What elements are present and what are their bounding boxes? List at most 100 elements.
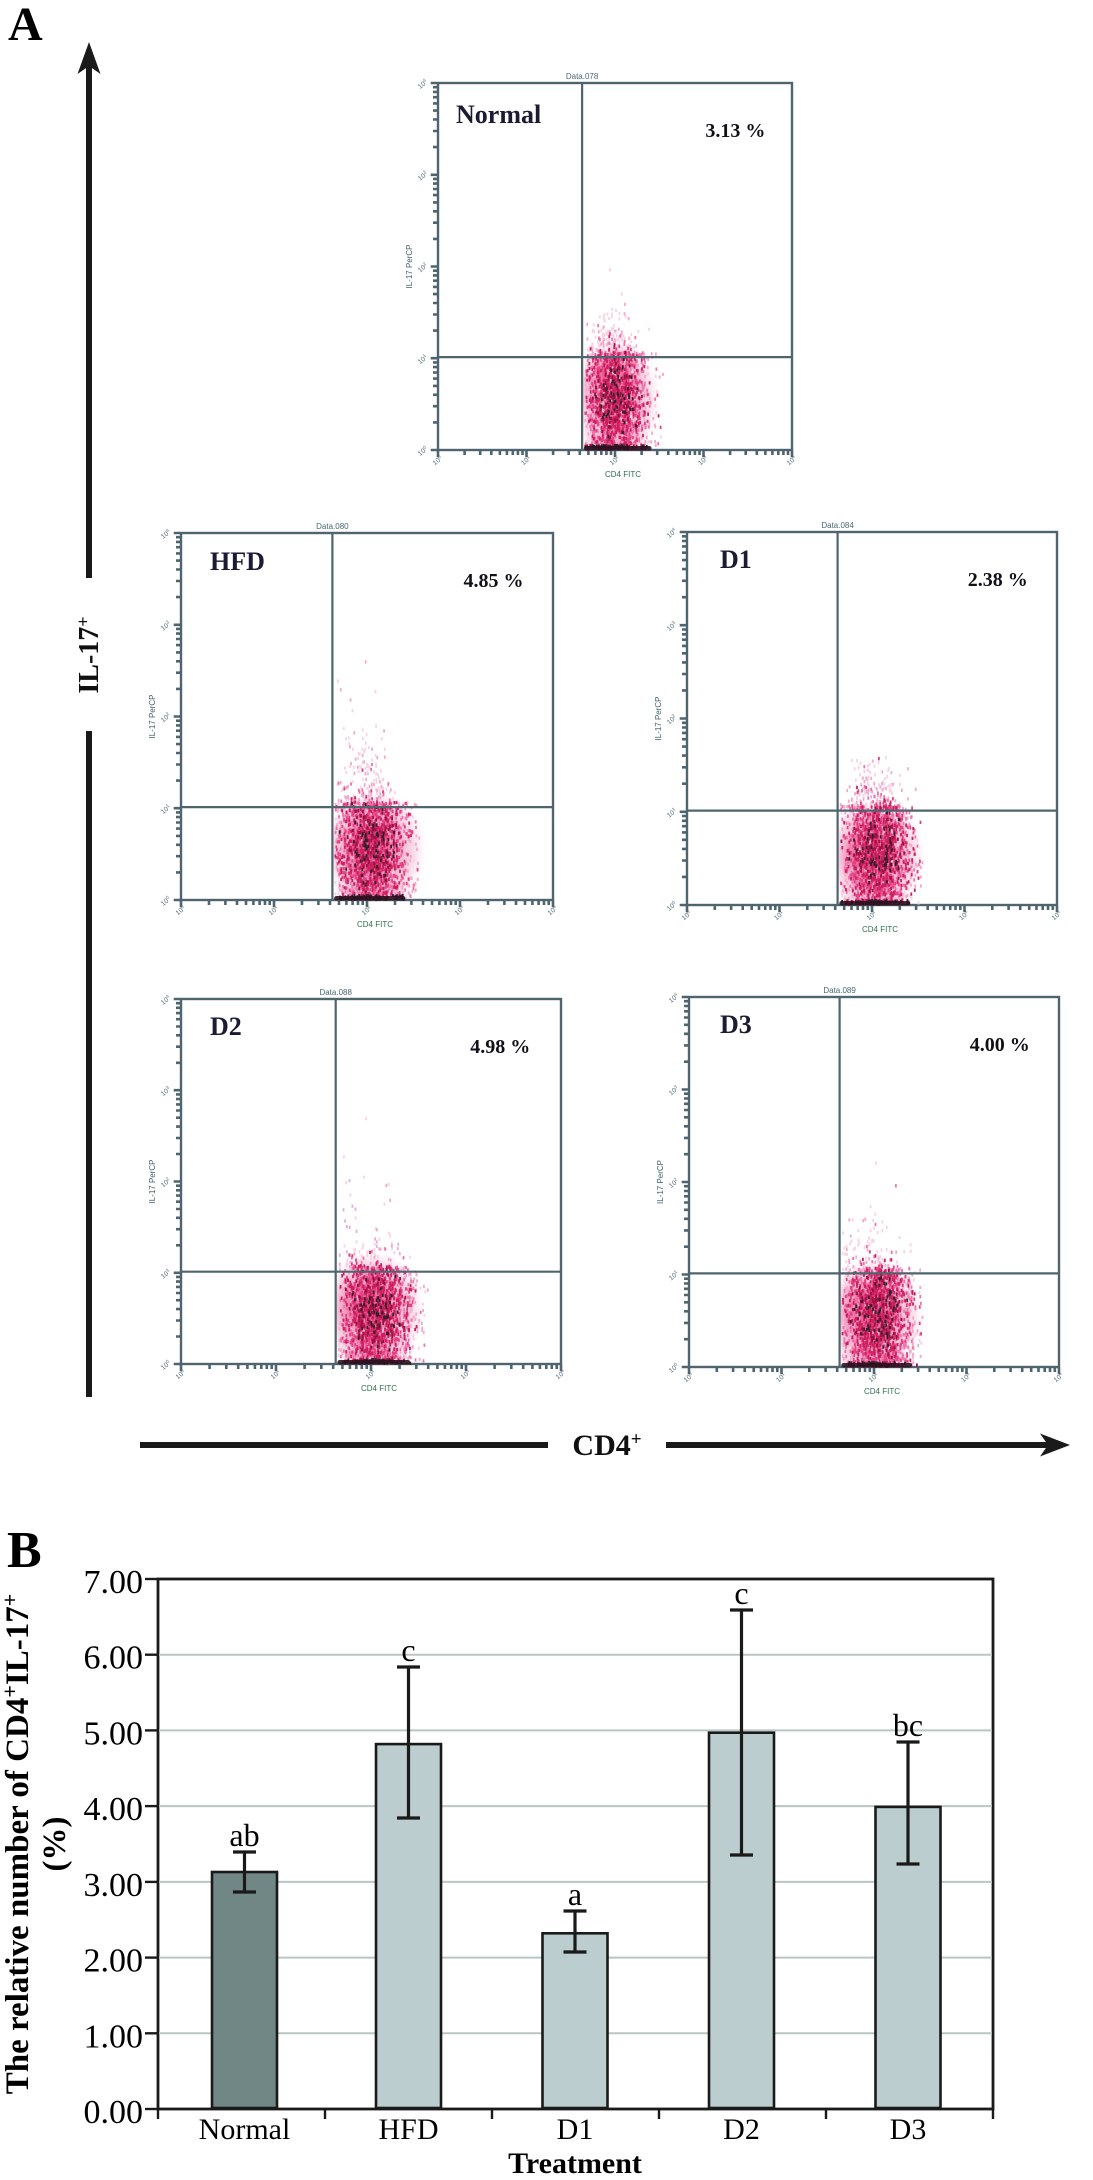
svg-text:102: 102 [159, 1176, 172, 1189]
svg-text:Normal: Normal [199, 2113, 291, 2146]
svg-text:103: 103 [159, 1085, 172, 1098]
svg-text:101: 101 [267, 904, 280, 917]
svg-text:104: 104 [1052, 1371, 1065, 1384]
svg-text:101: 101 [774, 1371, 787, 1384]
svg-text:103: 103 [453, 904, 466, 917]
svg-text:Treatment: Treatment [508, 2147, 642, 2180]
svg-text:104: 104 [546, 904, 559, 917]
svg-text:101: 101 [159, 1267, 172, 1280]
svg-text:CD4 FITC: CD4 FITC [605, 470, 641, 479]
svg-text:101: 101 [667, 1269, 680, 1282]
svg-text:101: 101 [772, 909, 785, 922]
svg-text:0.00: 0.00 [84, 2094, 144, 2131]
svg-text:7.00: 7.00 [84, 1564, 144, 1601]
svg-text:(%): (%) [37, 1817, 73, 1872]
svg-text:100: 100 [431, 454, 444, 467]
svg-text:6.00: 6.00 [84, 1640, 144, 1677]
svg-text:103: 103 [159, 619, 172, 632]
svg-text:102: 102 [364, 1368, 377, 1381]
svg-text:101: 101 [416, 353, 429, 366]
svg-text:c: c [734, 1575, 748, 1611]
svg-text:104: 104 [785, 454, 798, 467]
svg-text:102: 102 [867, 1371, 880, 1384]
svg-text:2.38 %: 2.38 % [968, 569, 1028, 591]
svg-text:102: 102 [360, 904, 373, 917]
svg-text:100: 100 [174, 904, 187, 917]
svg-text:103: 103 [667, 1084, 680, 1097]
svg-text:103: 103 [696, 454, 709, 467]
svg-text:IL-17 PerCP: IL-17 PerCP [148, 1159, 157, 1203]
svg-text:IL-17 PerCP: IL-17 PerCP [405, 244, 414, 288]
svg-text:104: 104 [665, 527, 678, 540]
svg-text:100: 100 [159, 895, 172, 908]
svg-text:103: 103 [665, 620, 678, 633]
svg-text:Data.089: Data.089 [823, 986, 856, 995]
svg-text:D2: D2 [210, 1012, 242, 1041]
svg-text:Data.080: Data.080 [316, 522, 349, 531]
svg-text:100: 100 [416, 445, 429, 458]
svg-text:104: 104 [159, 994, 172, 1007]
svg-text:CD4 FITC: CD4 FITC [361, 1384, 397, 1393]
svg-text:104: 104 [667, 992, 680, 1005]
svg-text:102: 102 [608, 454, 621, 467]
svg-text:ab: ab [229, 1817, 259, 1853]
svg-text:D1: D1 [557, 2113, 594, 2146]
svg-text:CD4 FITC: CD4 FITC [357, 920, 393, 929]
svg-text:1.00: 1.00 [84, 2018, 144, 2055]
svg-text:D1: D1 [720, 545, 752, 574]
svg-text:4.85 %: 4.85 % [464, 570, 524, 592]
svg-text:D2: D2 [723, 2113, 760, 2146]
svg-text:4.00 %: 4.00 % [970, 1034, 1030, 1056]
svg-text:104: 104 [1050, 909, 1063, 922]
svg-text:B: B [7, 1522, 42, 1579]
svg-text:Data.084: Data.084 [821, 521, 854, 530]
svg-text:IL-17+: IL-17+ [73, 616, 105, 693]
svg-text:Data.088: Data.088 [319, 988, 352, 997]
svg-text:c: c [401, 1632, 415, 1668]
svg-text:Normal: Normal [456, 100, 541, 129]
svg-text:A: A [8, 0, 43, 51]
svg-text:100: 100 [159, 1359, 172, 1372]
svg-text:3.13 %: 3.13 % [705, 120, 765, 142]
svg-text:102: 102 [667, 1177, 680, 1190]
svg-text:100: 100 [680, 909, 693, 922]
svg-text:CD4 FITC: CD4 FITC [862, 925, 898, 934]
svg-text:HFD: HFD [210, 547, 265, 576]
svg-text:HFD: HFD [378, 2113, 438, 2146]
svg-text:5.00: 5.00 [84, 1715, 144, 1752]
svg-text:a: a [568, 1876, 582, 1912]
svg-text:103: 103 [959, 1371, 972, 1384]
svg-text:4.98 %: 4.98 % [470, 1036, 530, 1058]
svg-text:D3: D3 [890, 2113, 927, 2146]
svg-text:IL-17 PerCP: IL-17 PerCP [148, 694, 157, 738]
svg-text:104: 104 [554, 1368, 567, 1381]
svg-text:102: 102 [865, 909, 878, 922]
svg-text:103: 103 [459, 1368, 472, 1381]
svg-text:D3: D3 [720, 1010, 752, 1039]
svg-text:CD4+: CD4+ [572, 1429, 641, 1462]
svg-text:100: 100 [174, 1368, 187, 1381]
svg-text:101: 101 [665, 806, 678, 819]
svg-text:102: 102 [416, 261, 429, 274]
svg-text:IL-17 PerCP: IL-17 PerCP [654, 696, 663, 740]
svg-text:3.00: 3.00 [84, 1867, 144, 1904]
svg-text:bc: bc [893, 1707, 923, 1743]
svg-text:Data.078: Data.078 [566, 72, 599, 81]
svg-text:100: 100 [665, 900, 678, 913]
svg-text:103: 103 [416, 169, 429, 182]
svg-text:102: 102 [159, 711, 172, 724]
svg-text:103: 103 [957, 909, 970, 922]
svg-text:IL-17 PerCP: IL-17 PerCP [656, 1160, 665, 1204]
svg-text:100: 100 [667, 1362, 680, 1375]
svg-text:101: 101 [269, 1368, 282, 1381]
svg-text:The relative number of CD4+IL-: The relative number of CD4+IL-17+ [0, 1594, 36, 2095]
svg-text:102: 102 [665, 713, 678, 726]
svg-text:2.00: 2.00 [84, 1943, 144, 1980]
svg-text:104: 104 [416, 78, 429, 91]
svg-text:CD4 FITC: CD4 FITC [864, 1387, 900, 1396]
svg-text:100: 100 [682, 1371, 695, 1384]
svg-text:104: 104 [159, 528, 172, 541]
svg-text:101: 101 [159, 803, 172, 816]
svg-text:101: 101 [519, 454, 532, 467]
svg-text:4.00: 4.00 [84, 1791, 144, 1828]
